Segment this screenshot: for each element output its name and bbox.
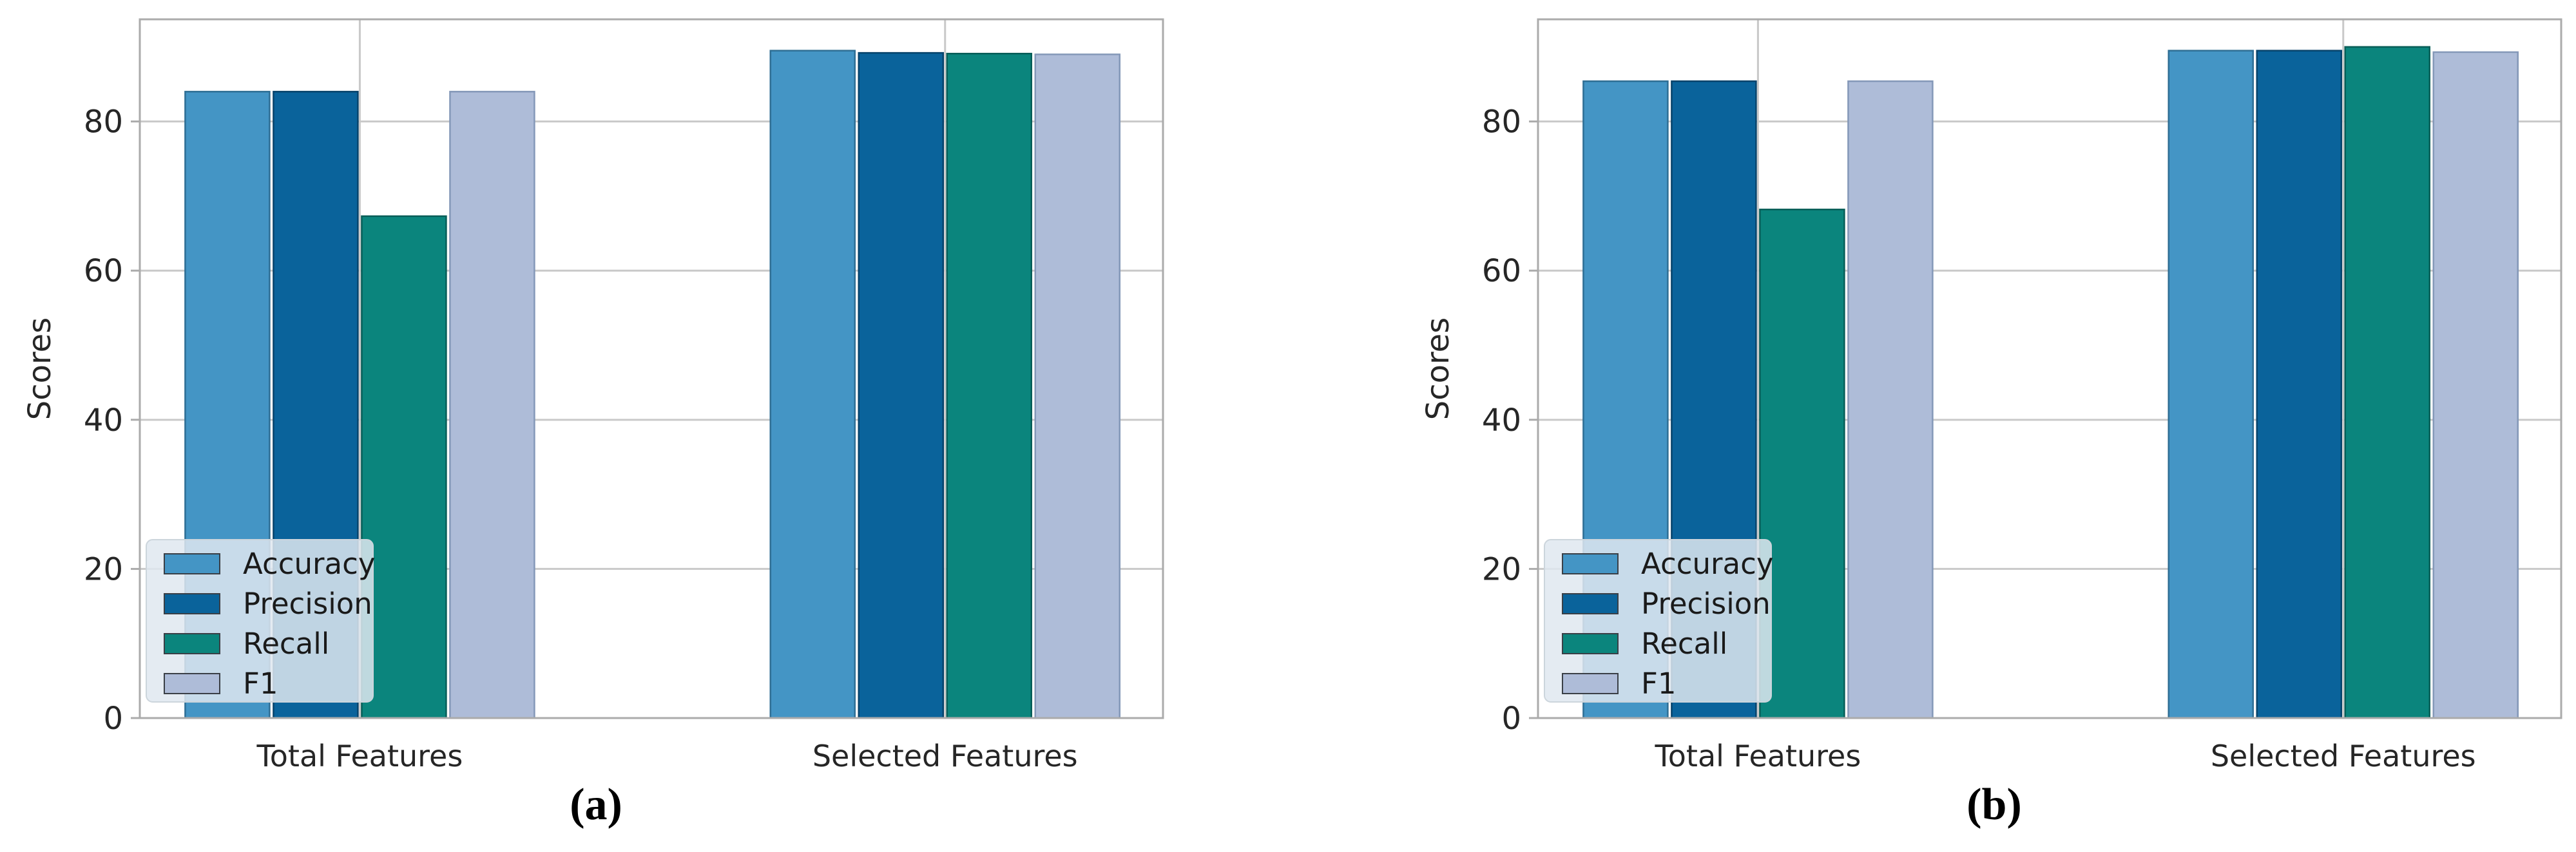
legend-swatch-accuracy xyxy=(1562,553,1619,574)
plot-border xyxy=(139,18,1164,719)
legend-label-recall: Recall xyxy=(243,627,329,661)
legend-label-recall: Recall xyxy=(1641,627,1727,661)
bar-accuracy-selected-features xyxy=(769,50,856,719)
y-tick-label-0: 0 xyxy=(103,701,123,737)
bar-chart-b: 0 20 40 60 80 Total Features Selected Features… xyxy=(1420,18,2562,773)
legend-label-precision: Precision xyxy=(1641,587,1771,621)
legend-swatch-recall xyxy=(164,633,220,654)
bar-precision-selected-features xyxy=(858,52,945,719)
y-tick-label-20: 20 xyxy=(1482,551,1521,587)
bar-precision-selected-features xyxy=(2256,50,2343,719)
legend-swatch-f1 xyxy=(1562,673,1619,694)
legend: Accuracy Precision Recall F1 xyxy=(1544,539,1773,703)
caption-a: (a) xyxy=(570,780,622,829)
y-tick-label-0: 0 xyxy=(1501,701,1521,737)
x-tick-label-1: Selected Features xyxy=(812,739,1078,773)
bar-recall-selected-features xyxy=(946,53,1033,719)
y-axis-label: Scores xyxy=(1420,317,1456,420)
bar-recall-selected-features xyxy=(2344,46,2431,719)
legend-label-accuracy: Accuracy xyxy=(243,547,375,581)
y-tick-label-20: 20 xyxy=(84,551,123,587)
legend-label-f1: F1 xyxy=(1641,667,1677,701)
legend-box xyxy=(1544,539,1772,703)
bar-chart-panel-b: 0 20 40 60 80 Total Features Selected Features… xyxy=(1418,0,2571,852)
legend-swatch-accuracy xyxy=(164,553,220,574)
legend: Accuracy Precision Recall F1 xyxy=(146,539,375,703)
bar-chart-a: 0 20 40 60 80 Total Features Selected Features… xyxy=(22,18,1164,773)
legend-swatch-f1 xyxy=(164,673,220,694)
legend-box xyxy=(146,539,374,703)
bar-f1-total-features xyxy=(449,91,535,719)
caption-b: (b) xyxy=(1966,780,2022,829)
plot-border xyxy=(1537,18,2562,719)
bar-f1-total-features xyxy=(1847,80,1934,719)
bar-f1-selected-features xyxy=(1034,53,1121,719)
y-tick-label-60: 60 xyxy=(1482,253,1521,289)
y-tick-label-40: 40 xyxy=(1482,402,1521,439)
y-axis-label: Scores xyxy=(22,317,58,420)
y-tick-label-40: 40 xyxy=(84,402,123,439)
y-tick-label-80: 80 xyxy=(84,104,123,140)
y-tick-label-80: 80 xyxy=(1482,104,1521,140)
y-tick-label-60: 60 xyxy=(84,253,123,289)
legend-label-precision: Precision xyxy=(243,587,372,621)
legend-swatch-precision xyxy=(164,593,220,614)
bar-recall-total-features xyxy=(361,215,447,719)
x-tick-label-0: Total Features xyxy=(256,739,463,773)
legend-label-f1: F1 xyxy=(243,667,278,701)
bar-chart-panel-a: 0 20 40 60 80 Total Features Selected Features… xyxy=(19,0,1173,852)
legend-swatch-recall xyxy=(1562,633,1619,654)
bar-recall-total-features xyxy=(1759,209,1845,719)
legend-label-accuracy: Accuracy xyxy=(1641,547,1773,581)
x-tick-label-1: Selected Features xyxy=(2211,739,2476,773)
x-tick-label-0: Total Features xyxy=(1654,739,1861,773)
bar-accuracy-selected-features xyxy=(2167,50,2254,719)
bar-f1-selected-features xyxy=(2432,51,2519,719)
legend-swatch-precision xyxy=(1562,593,1619,614)
